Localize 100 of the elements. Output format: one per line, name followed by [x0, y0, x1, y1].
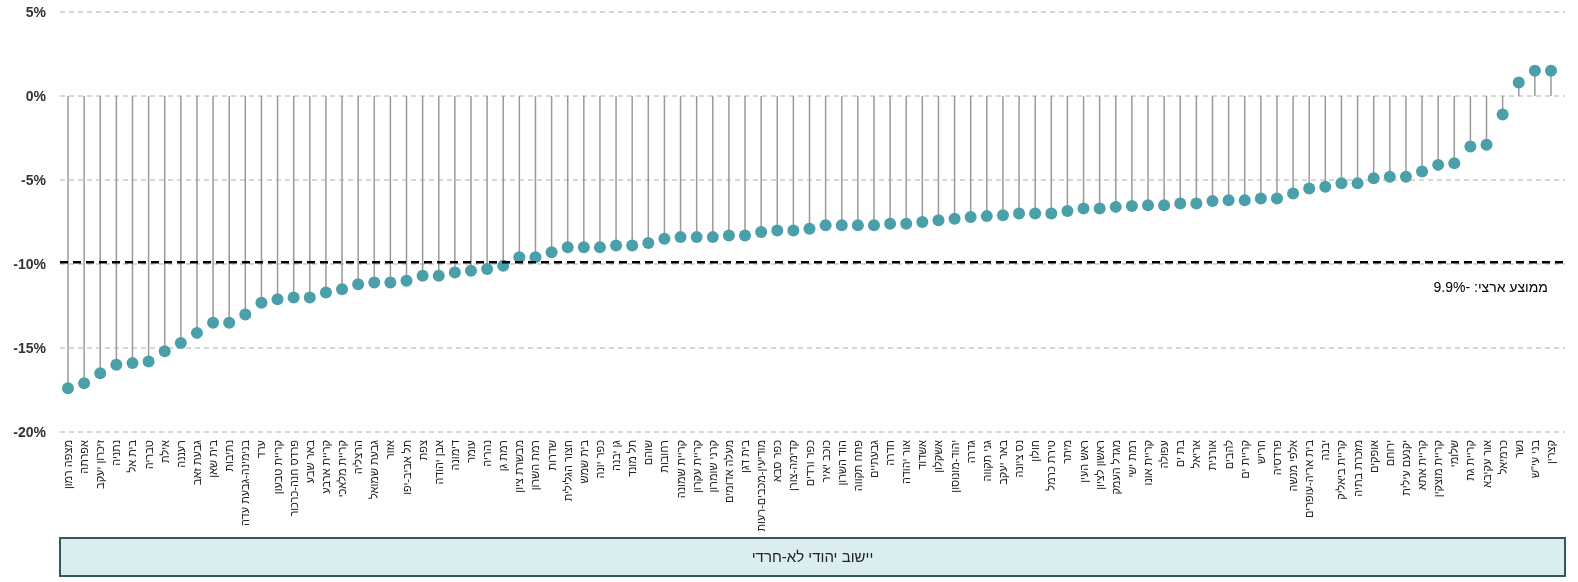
y-tick-label: 5% [25, 3, 47, 20]
x-tick-label: רעננה [174, 440, 187, 468]
x-tick-label: חדרה [884, 440, 897, 466]
x-tick-label: נהריה [481, 440, 494, 467]
x-tick-label: הוד השרון [835, 439, 848, 486]
x-tick-label: באר יעקב [996, 439, 1009, 485]
x-tick-label: אבן יהודה [432, 439, 445, 485]
x-tick-label: קריית ביאליק [1335, 440, 1348, 500]
x-tick-label: חצור הגלילית [561, 440, 574, 502]
x-tick-label: כפר סבא [771, 439, 784, 483]
x-tick-label: כרמיאל [1496, 439, 1509, 475]
x-tick-label: נשר [1512, 440, 1525, 458]
x-tick-label: אריאל [1190, 439, 1203, 469]
x-tick-label: ראש העין [1077, 440, 1090, 483]
x-tick-label: קריית מלאכי [336, 440, 349, 498]
x-tick-label: הרצליה [352, 439, 365, 475]
x-tick-label: בנימינה-גבעת עדה [239, 439, 252, 527]
x-tick-label: בית דגן [739, 439, 752, 473]
x-tick-label: באר שבע [303, 439, 316, 484]
x-tick-label: קריית שמונה [674, 440, 687, 499]
y-tick-label: -20% [13, 423, 47, 440]
x-tick-label: גבעת שמואל [368, 439, 381, 500]
text: יישוב יהודי לא-חרדי [751, 548, 874, 566]
x-tick-label: מגדל העמק [1109, 440, 1122, 495]
x-tick-label: בית שאן [207, 439, 220, 478]
x-tick-label: בית אל [126, 439, 139, 473]
x-tick-label: אלפי מנשה [1287, 439, 1300, 492]
x-tick-label: עומר [464, 440, 477, 463]
x-tick-label: כוכב יאיר [819, 439, 832, 483]
x-tick-label: מיתר [1061, 440, 1074, 464]
x-tick-label: מודיעין-מכבים-רעות [755, 440, 768, 532]
x-tick-label: קריית ארבע [319, 440, 332, 494]
x-tick-label: גני תקווה [980, 439, 993, 482]
y-tick-label: -10% [13, 255, 47, 272]
x-tick-label: אור יהודה [900, 439, 913, 484]
x-tick-label: מזכרת בתיה [1351, 440, 1364, 497]
x-tick-label: חריש [1254, 440, 1267, 465]
x-tick-label: תל אביב-יפו [400, 440, 413, 495]
x-tick-label: רמת ישי [1125, 440, 1138, 478]
x-tick-label: קדימה-צורן [787, 440, 800, 491]
x-tick-label: אשדוד [916, 439, 929, 470]
x-tick-label: פתח תקווה [851, 439, 864, 492]
x-tick-label: נתיבות [223, 440, 236, 472]
ref-line-label: ממוצע ארצי: -9.9% [1433, 279, 1548, 296]
x-tick-label: קרני שומרון [706, 440, 719, 493]
x-tick-label: בת ים [1174, 439, 1187, 468]
x-tick-label: קריית עקרון [690, 440, 703, 493]
y-tick-label: -5% [21, 171, 47, 188]
x-tick-label: פרדס חנה-כרכור [287, 439, 300, 517]
x-tick-label: נתניה [110, 440, 123, 466]
x-tick-label: שדרות [545, 440, 558, 471]
x-tick-label: חולון [1029, 440, 1042, 462]
x-tick-label: מעלה אדומים [722, 440, 735, 504]
x-tick-label: אור עקיבא [1480, 439, 1493, 488]
x-tick-label: קריית ים [1238, 440, 1251, 479]
x-tick-label: מבשרת ציון [513, 440, 526, 493]
x-tick-label: עפולה [1158, 440, 1171, 469]
x-tick-label: שלומי [1448, 440, 1461, 468]
y-tick-label: 0% [25, 87, 47, 104]
x-tick-label: גבעתיים [867, 439, 880, 478]
x-tick-label: להבים [1222, 439, 1235, 470]
y-tick-label: -15% [13, 339, 47, 356]
x-tick-label: בית שמש [577, 439, 590, 484]
x-tick-label: אפרתה [78, 439, 91, 474]
x-tick-label: כפר ורדים [803, 439, 816, 487]
x-tick-label: אופקים [1367, 439, 1380, 474]
x-tick-label: יקנעם עילית [1399, 440, 1412, 496]
x-tick-label: תל מונד [626, 440, 639, 478]
x-tick-label: גן יבנה [610, 439, 623, 472]
x-tick-label: רמת השרון [529, 440, 542, 491]
x-tick-label: אשקלון [932, 439, 945, 473]
x-tick-label: קריית אתא [1416, 440, 1429, 490]
x-tick-label: יהוד-מונוסון [948, 440, 961, 493]
x-tick-label: כפר יונה [593, 439, 606, 479]
x-tick-label: דימונה [448, 440, 461, 471]
x-tick-label: קצרין [1545, 440, 1557, 465]
x-tick-label: אורנית [1206, 439, 1219, 471]
x-tick-label: בית אריה-עופרים [1303, 439, 1316, 518]
x-tick-label: גדרה [964, 439, 977, 464]
x-tick-label: קריית גת [1464, 440, 1477, 481]
x-tick-label: פרדסיה [1270, 439, 1283, 476]
x-tick-label: טירת כרמל [1045, 440, 1058, 491]
x-tick-label: זיכרון יעקב [94, 439, 107, 489]
x-tick-label: רמת גן [497, 440, 510, 472]
x-tick-label: נס ציונה [1013, 440, 1026, 478]
x-tick-label: גבעת זאב [190, 439, 203, 486]
x-tick-label: ערד [255, 440, 268, 459]
x-tick-label: קריית טבעון [271, 440, 284, 495]
x-tick-label: רחובות [658, 440, 671, 473]
x-tick-label: ראשון לציון [1093, 440, 1106, 490]
x-tick-label: צפת [416, 440, 429, 461]
x-tick-label: יבנה [1319, 440, 1332, 461]
x-tick-label: אילת [158, 439, 171, 463]
x-tick-label: שוהם [642, 440, 655, 466]
x-tick-label: בני עי"ש [1528, 439, 1541, 478]
x-tick-label: טבריה [142, 440, 155, 470]
x-tick-label: קריית אונו [1142, 440, 1155, 486]
x-tick-label: קריית מוצקין [1432, 440, 1445, 498]
x-tick-label: מצפה רמון [62, 440, 74, 490]
x-tick-label: אזור [384, 439, 397, 460]
